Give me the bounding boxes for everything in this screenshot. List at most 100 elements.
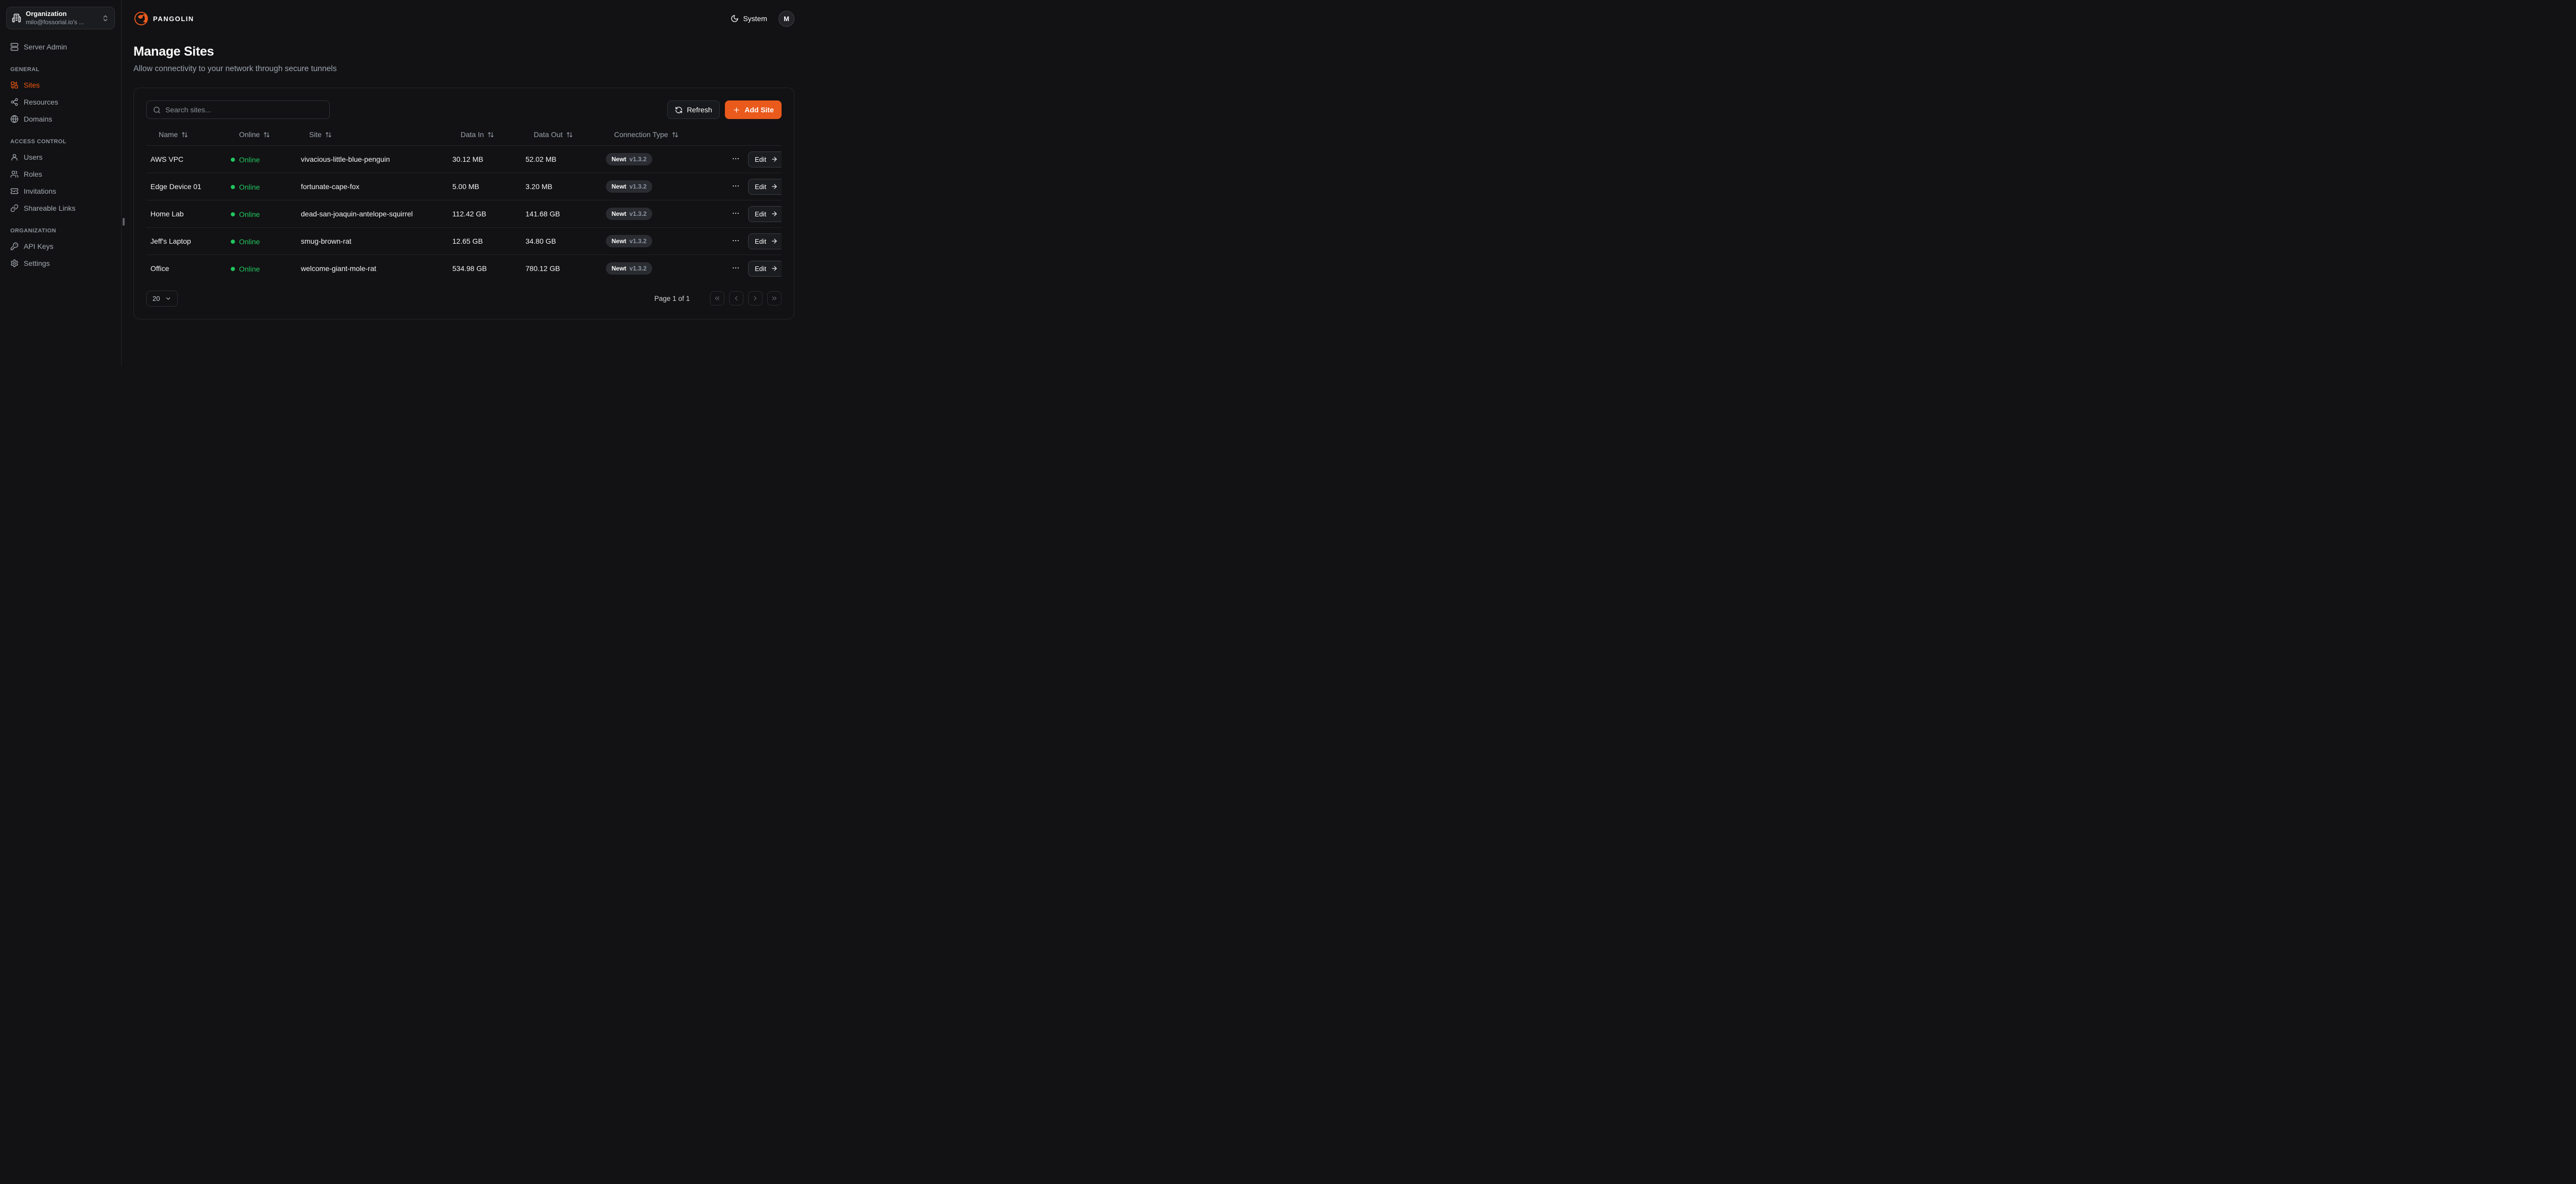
refresh-icon: [675, 106, 683, 114]
sidebar-item-label: Sites: [24, 80, 40, 89]
online-status-dot: [231, 239, 235, 244]
data-out-value: 780.12 GB: [526, 264, 560, 273]
column-label: Connection Type: [614, 130, 668, 139]
sidebar-resize-handle[interactable]: [123, 218, 125, 226]
sidebar-nav: Server Admin GENERAL Sites Resources Dom: [6, 38, 115, 272]
sidebar-section-organization: ORGANIZATION: [10, 228, 56, 234]
sites-toolbar: Refresh Add Site: [146, 100, 782, 119]
user-avatar[interactable]: M: [778, 10, 794, 27]
refresh-button-label: Refresh: [687, 106, 713, 114]
connection-version: v1.3.2: [629, 238, 647, 245]
site-slug: smug-brown-rat: [301, 237, 352, 245]
column-header-connection-type[interactable]: Connection Type: [602, 126, 725, 146]
edit-button-label: Edit: [755, 210, 767, 218]
plus-icon: [733, 106, 740, 114]
sidebar-item-domains[interactable]: Domains: [6, 110, 115, 127]
sort-icon: [325, 131, 332, 138]
sidebar-item-resources[interactable]: Resources: [6, 93, 115, 110]
gear-icon: [10, 259, 19, 267]
edit-button[interactable]: Edit: [748, 206, 782, 222]
column-header-name[interactable]: Name: [146, 126, 227, 146]
refresh-button[interactable]: Refresh: [667, 100, 720, 119]
sidebar-item-sites[interactable]: Sites: [6, 76, 115, 93]
connection-type-badge: Newt v1.3.2: [606, 235, 653, 247]
row-menu-button[interactable]: [730, 180, 742, 194]
online-status: Online: [231, 210, 260, 218]
org-switcher-value: milo@fossorial.io's ...: [26, 18, 84, 26]
search-input[interactable]: [165, 106, 323, 114]
connection-client: Newt: [612, 238, 626, 245]
column-label: Name: [159, 130, 178, 139]
column-label: Data In: [461, 130, 484, 139]
table-header-row: Name Online Site Data In Data Out Connec…: [146, 126, 782, 146]
data-in-value: 534.98 GB: [452, 264, 487, 273]
row-menu-button[interactable]: [730, 262, 742, 276]
site-name: Jeff's Laptop: [150, 237, 191, 245]
online-status: Online: [231, 238, 260, 246]
chevrons-up-down-icon: [101, 14, 109, 22]
online-status: Online: [231, 183, 260, 191]
edit-button-label: Edit: [755, 237, 767, 245]
sidebar-section-general: GENERAL: [10, 66, 40, 73]
site-slug: fortunate-cape-fox: [301, 182, 360, 191]
column-header-site[interactable]: Site: [297, 126, 448, 146]
edit-button[interactable]: Edit: [748, 233, 782, 249]
connection-client: Newt: [612, 183, 626, 190]
org-switcher[interactable]: Organization milo@fossorial.io's ...: [6, 7, 115, 29]
row-menu-button[interactable]: [730, 234, 742, 248]
last-page-button[interactable]: [767, 291, 782, 306]
column-header-data-in[interactable]: Data In: [448, 126, 521, 146]
ticket-icon: [10, 187, 19, 195]
data-in-value: 30.12 MB: [452, 155, 483, 163]
add-site-button[interactable]: Add Site: [725, 100, 782, 119]
column-header-actions: [725, 126, 782, 146]
column-header-data-out[interactable]: Data Out: [521, 126, 602, 146]
sidebar-item-server-admin[interactable]: Server Admin: [6, 38, 115, 55]
edit-button-label: Edit: [755, 155, 767, 163]
online-status-label: Online: [239, 264, 260, 273]
next-page-button[interactable]: [748, 291, 762, 306]
data-out-value: 3.20 MB: [526, 182, 553, 191]
page-size-select[interactable]: 20: [146, 290, 178, 307]
arrow-right-icon: [771, 265, 778, 272]
edit-button[interactable]: Edit: [748, 151, 782, 167]
data-out-value: 141.68 GB: [526, 210, 560, 218]
search-box[interactable]: [146, 100, 330, 119]
prev-page-button[interactable]: [729, 291, 743, 306]
page-subtitle: Allow connectivity to your network throu…: [133, 64, 337, 73]
add-site-button-label: Add Site: [744, 106, 774, 114]
row-menu-button[interactable]: [730, 153, 742, 166]
sidebar-item-api-keys[interactable]: API Keys: [6, 238, 115, 255]
main-area: PANGOLIN System M Manage Sites Allow con…: [122, 0, 808, 366]
site-name: AWS VPC: [150, 155, 184, 163]
sidebar-item-users[interactable]: Users: [6, 148, 115, 165]
online-status-dot: [231, 184, 235, 189]
first-page-button[interactable]: [710, 291, 724, 306]
connection-client: Newt: [612, 156, 626, 163]
connection-type-badge: Newt v1.3.2: [606, 208, 653, 220]
sidebar-item-label: Shareable Links: [24, 204, 76, 212]
edit-button[interactable]: Edit: [748, 260, 782, 277]
site-slug: dead-san-joaquin-antelope-squirrel: [301, 210, 413, 218]
page-content: Manage Sites Allow connectivity to your …: [122, 37, 808, 319]
server-icon: [10, 43, 19, 51]
sidebar-item-label: Settings: [24, 259, 50, 267]
edit-button[interactable]: Edit: [748, 178, 782, 195]
sidebar-item-roles[interactable]: Roles: [6, 165, 115, 182]
org-switcher-label: Organization: [26, 10, 67, 18]
sort-icon: [263, 131, 270, 138]
column-header-online[interactable]: Online: [227, 126, 297, 146]
sites-icon: [10, 81, 19, 89]
sidebar-item-settings[interactable]: Settings: [6, 255, 115, 272]
connection-version: v1.3.2: [629, 210, 647, 217]
brand-name: PANGOLIN: [153, 14, 194, 23]
row-menu-button[interactable]: [730, 207, 742, 221]
pagination: Page 1 of 1: [654, 291, 782, 306]
sidebar-item-shareable-links[interactable]: Shareable Links: [6, 199, 115, 216]
sidebar-item-invitations[interactable]: Invitations: [6, 182, 115, 199]
theme-toggle-button[interactable]: System: [731, 14, 767, 23]
theme-toggle-label: System: [743, 14, 767, 23]
online-status-dot: [231, 266, 235, 271]
key-icon: [10, 242, 19, 250]
connection-version: v1.3.2: [629, 183, 647, 190]
